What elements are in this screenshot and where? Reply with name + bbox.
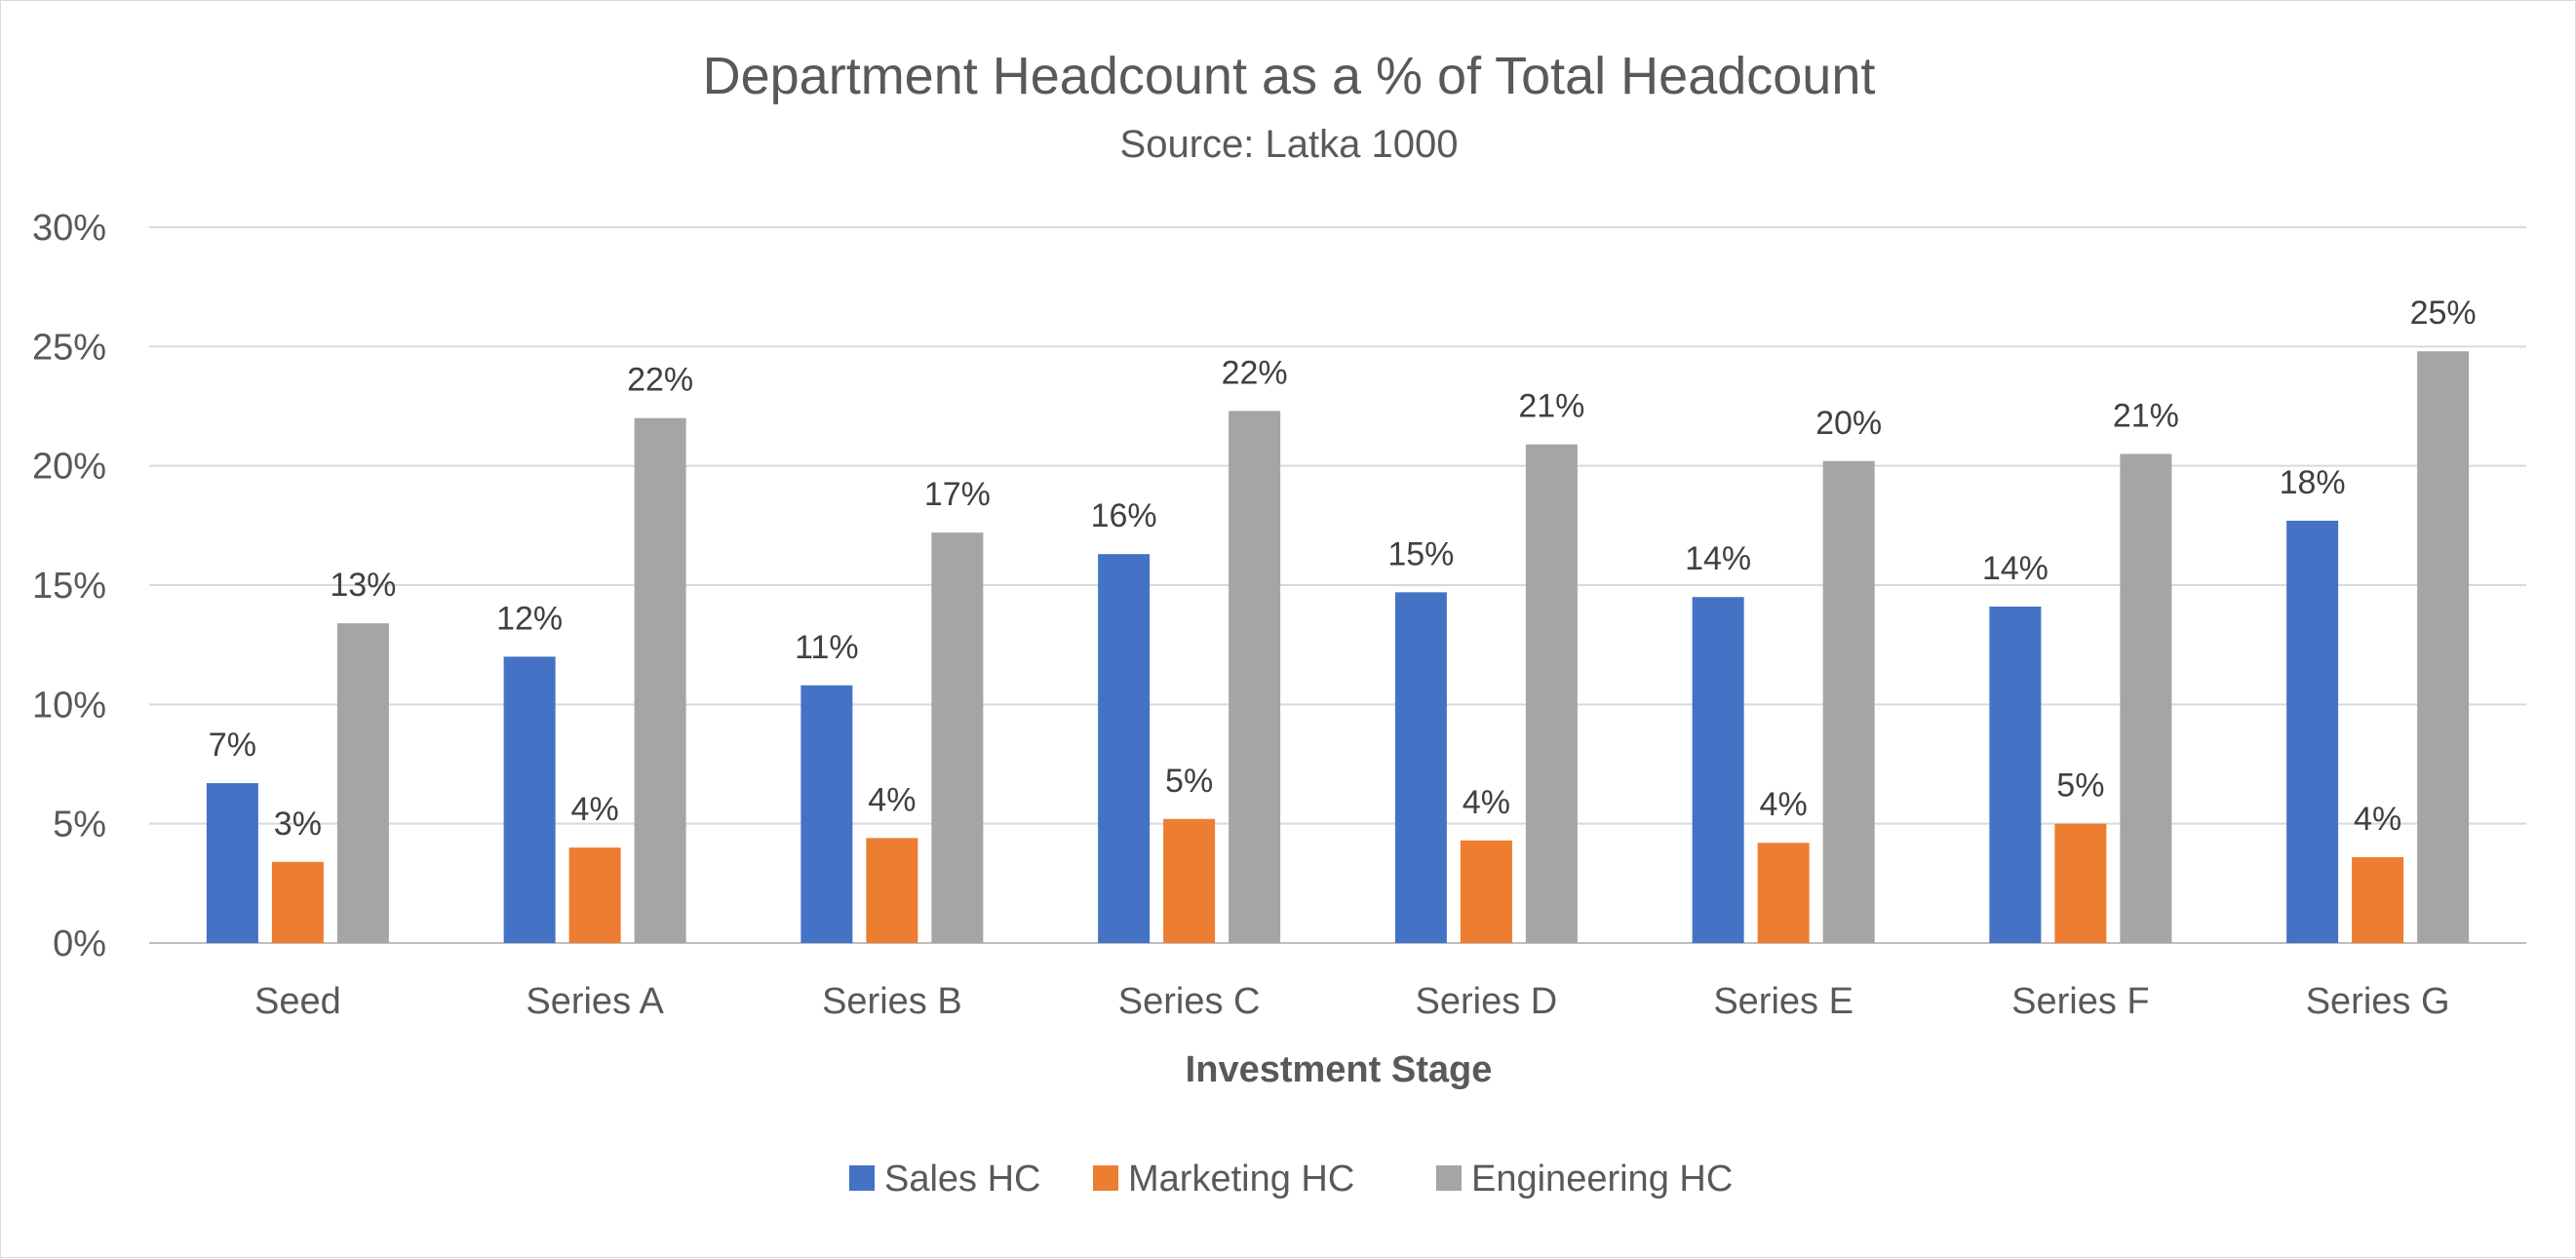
bar-sales-hc: [1989, 607, 2042, 943]
data-label: 17%: [924, 476, 991, 513]
bar-engineering-hc: [634, 417, 686, 943]
y-tick-label: 10%: [32, 685, 106, 726]
category-label: Series G: [2306, 981, 2450, 1022]
y-tick-label: 20%: [32, 447, 106, 488]
legend-label: Marketing HC: [1128, 1159, 1354, 1200]
data-label: 5%: [2056, 767, 2104, 805]
bar-marketing-hc: [866, 838, 918, 943]
bar-sales-hc: [1692, 597, 1744, 943]
y-tick-label: 25%: [32, 327, 106, 368]
bar-sales-hc: [206, 783, 258, 943]
category-label: Series E: [1713, 981, 1854, 1022]
chart-subtitle: Source: Latka 1000: [1120, 123, 1459, 166]
y-tick-label: 30%: [32, 208, 106, 249]
data-label: 4%: [1463, 784, 1510, 821]
data-labels: 7% 3% 13% 12% 4% 22% 11% 4% 17% 16% 5% 22% 15% 4% 21% 1…: [209, 295, 2477, 843]
data-label: 22%: [627, 362, 693, 399]
data-label: 22%: [1222, 354, 1288, 391]
bar-sales-hc: [503, 656, 556, 943]
bar-marketing-hc: [1757, 843, 1810, 943]
y-tick-label: 15%: [32, 566, 106, 607]
bar-engineering-hc: [2120, 453, 2172, 943]
data-label: 4%: [1760, 786, 1808, 823]
x-axis-label: Investment Stage: [1186, 1049, 1493, 1090]
category-label: Seed: [254, 981, 341, 1022]
data-label: 3%: [274, 806, 322, 843]
data-label: 21%: [1518, 388, 1584, 425]
data-label: 4%: [2354, 801, 2401, 838]
bar-engineering-hc: [1525, 444, 1578, 943]
legend-swatch: [849, 1165, 875, 1191]
category-label: Series A: [526, 981, 664, 1022]
data-label: 20%: [1815, 405, 1882, 442]
bar-marketing-hc: [1163, 818, 1216, 943]
bar-marketing-hc: [2352, 856, 2404, 943]
data-label: 7%: [209, 727, 256, 764]
data-label: 12%: [496, 600, 563, 637]
y-axis-ticks: 0% 5% 10% 15% 20% 25% 30%: [32, 208, 106, 964]
data-label: 14%: [1982, 550, 2049, 587]
category-label: Series D: [1416, 981, 1558, 1022]
bar-marketing-hc: [2054, 823, 2107, 943]
legend-label: Engineering HC: [1471, 1159, 1733, 1200]
y-tick-label: 5%: [53, 805, 106, 846]
bar-engineering-hc: [336, 623, 389, 943]
data-label: 5%: [1165, 763, 1213, 800]
data-label: 21%: [2113, 397, 2179, 434]
legend: Sales HC Marketing HC Engineering HC: [849, 1159, 1733, 1200]
chart-title: Department Headcount as a % of Total Hea…: [703, 47, 1876, 105]
category-label: Series B: [822, 981, 962, 1022]
bar-marketing-hc: [271, 861, 324, 943]
legend-swatch: [1436, 1165, 1462, 1191]
bar-marketing-hc: [1460, 840, 1512, 943]
category-label: Series F: [2011, 981, 2149, 1022]
data-label: 4%: [868, 781, 916, 818]
legend-label: Sales HC: [884, 1159, 1041, 1200]
data-label: 18%: [2280, 464, 2346, 501]
bar-engineering-hc: [1229, 411, 1281, 944]
bar-sales-hc: [1098, 554, 1151, 943]
data-label: 13%: [330, 567, 396, 604]
y-tick-label: 0%: [53, 924, 106, 964]
data-label: 15%: [1387, 535, 1454, 572]
data-label: 4%: [571, 791, 619, 828]
data-label: 25%: [2410, 295, 2477, 332]
data-label: 11%: [795, 629, 859, 666]
bar-engineering-hc: [931, 532, 984, 943]
bar-engineering-hc: [1822, 460, 1875, 943]
x-axis-categories: Seed Series A Series B Series C Series D Seri…: [254, 981, 2450, 1022]
bar-marketing-hc: [568, 847, 621, 943]
data-label: 14%: [1685, 540, 1751, 577]
legend-swatch: [1093, 1165, 1118, 1191]
bar-sales-hc: [2286, 520, 2339, 943]
data-label: 16%: [1091, 497, 1157, 534]
category-label: Series C: [1118, 981, 1261, 1022]
bar-engineering-hc: [2417, 351, 2470, 943]
bars: [206, 351, 2470, 944]
bar-sales-hc: [800, 685, 853, 943]
bar-sales-hc: [1394, 592, 1447, 943]
